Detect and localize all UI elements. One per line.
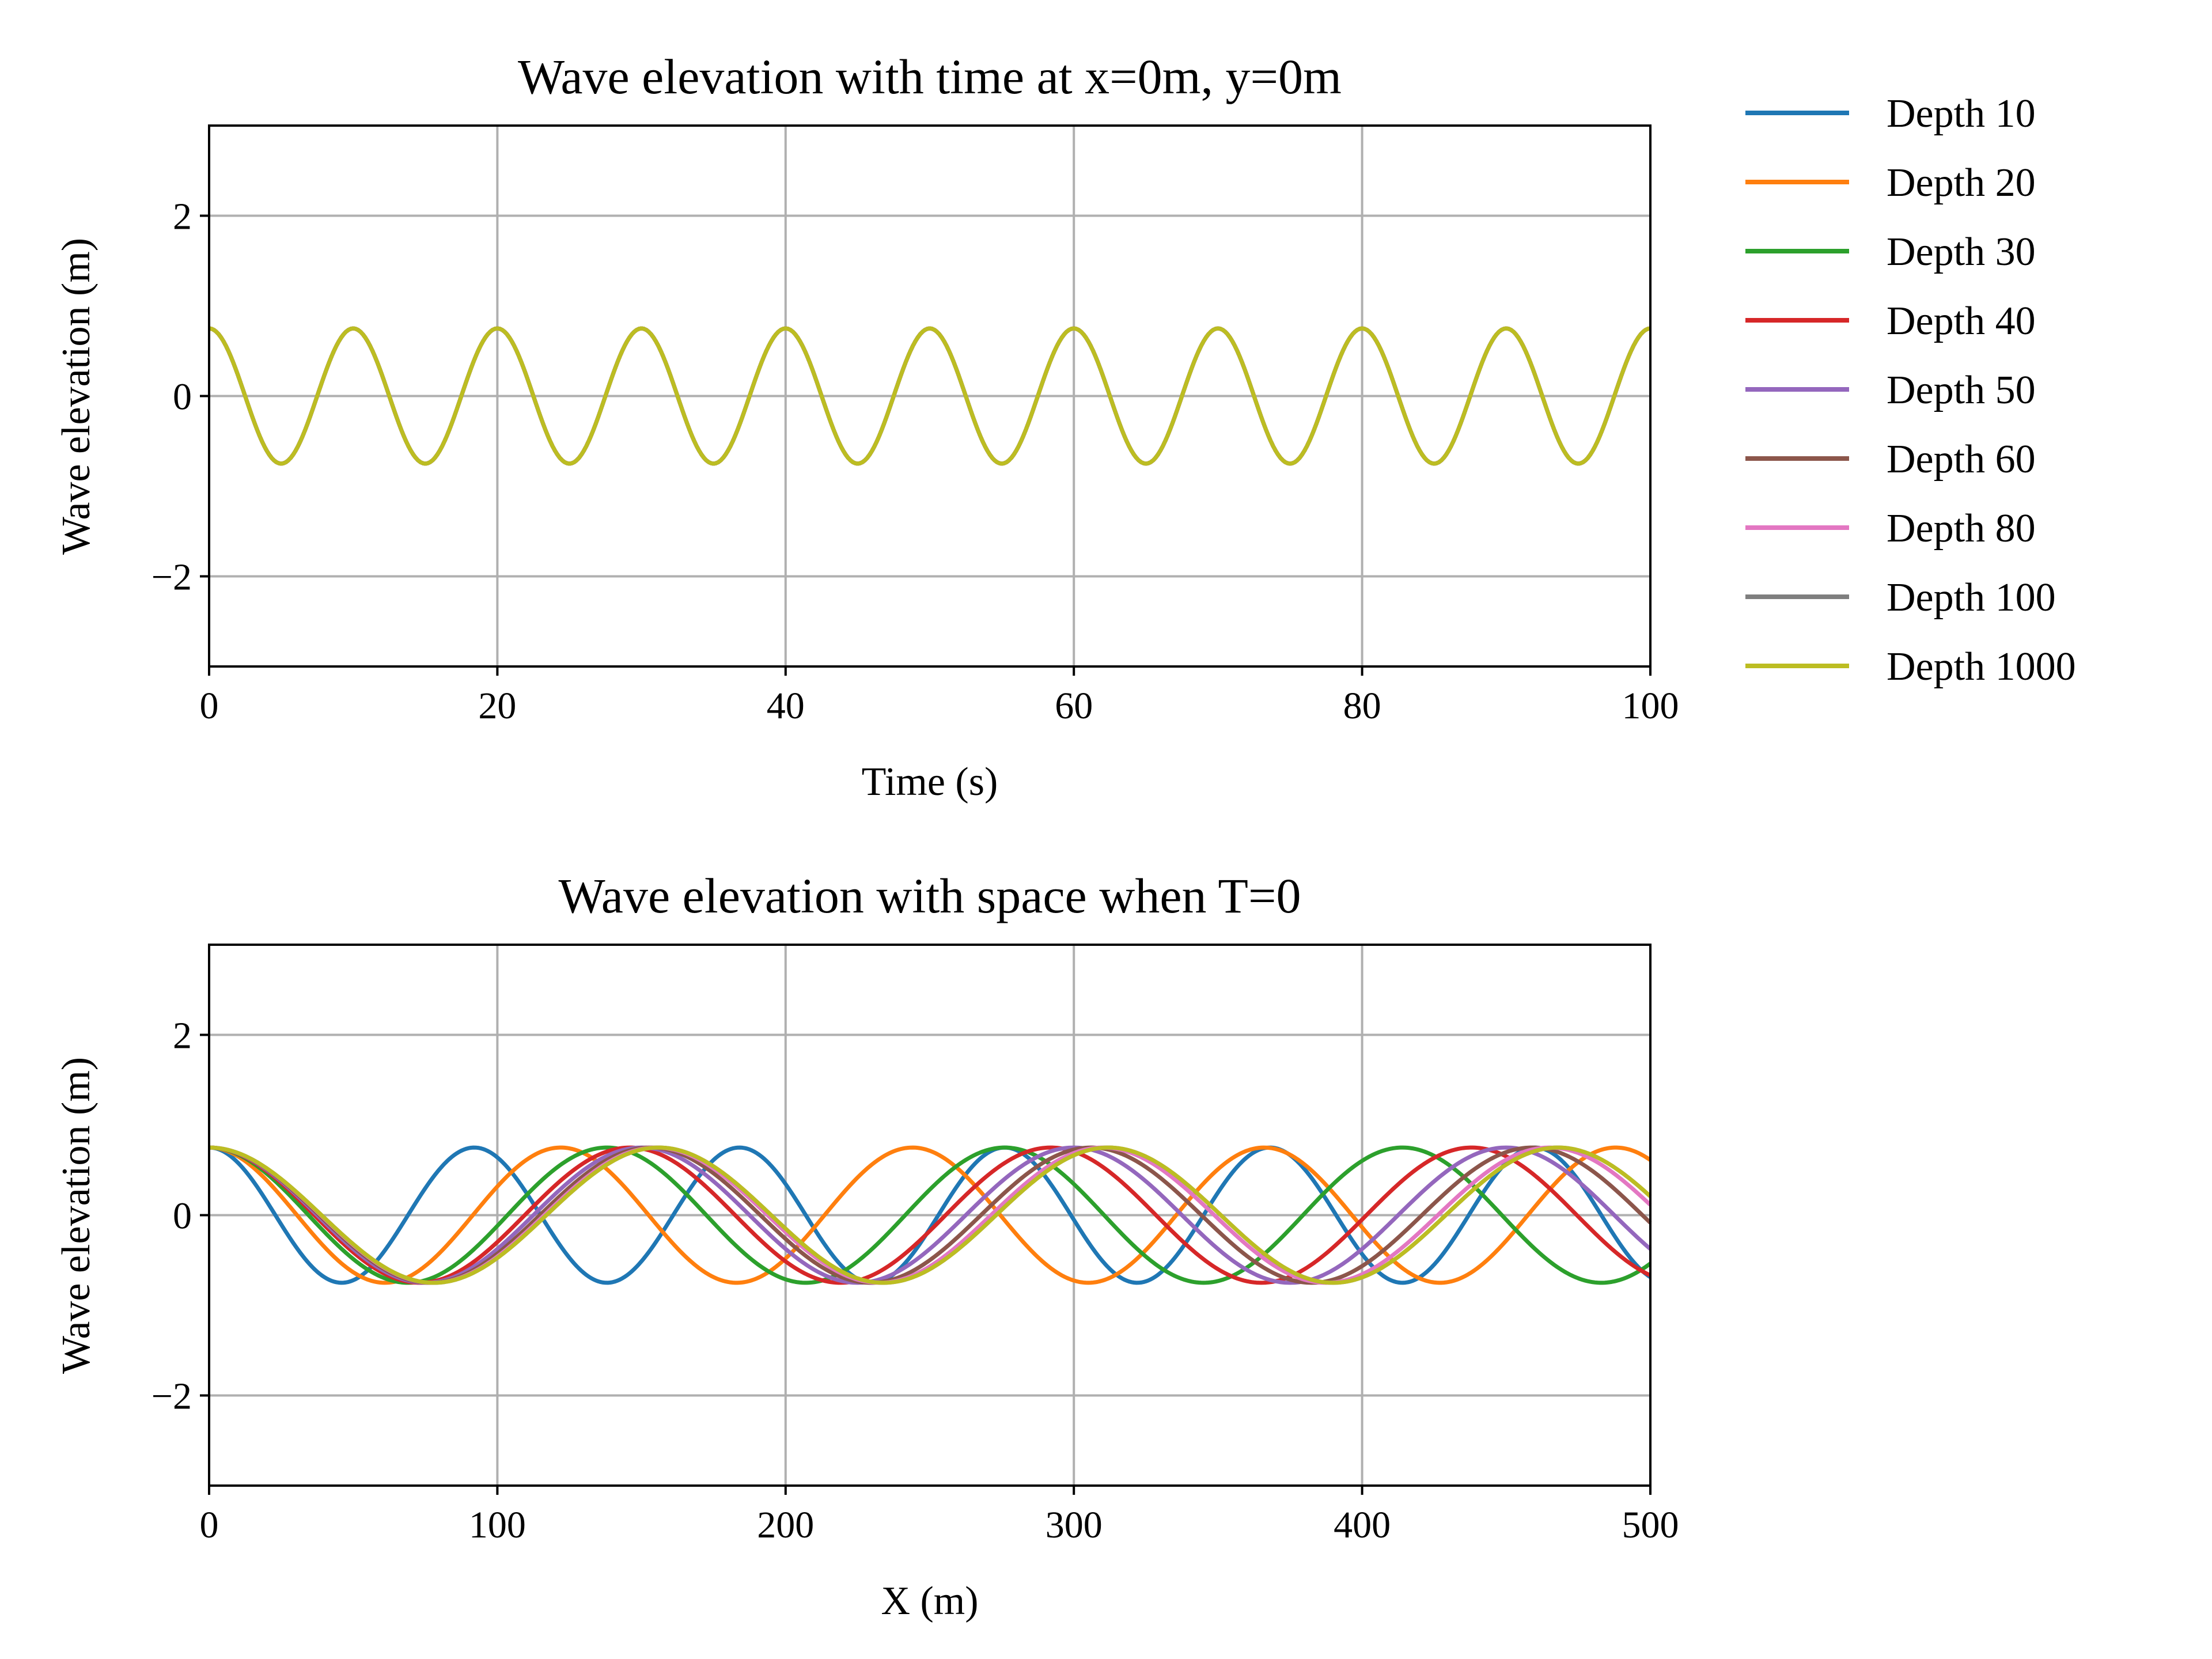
x-tick-label: 0: [200, 1504, 219, 1546]
time-series-panel: Wave elevation with time at x=0m, y=0m 0…: [54, 49, 1679, 804]
bottom-y-ticks: −2 0 2: [151, 1015, 209, 1418]
top-grid: [209, 126, 1650, 666]
x-tick-label: 60: [1055, 685, 1093, 727]
x-tick-label: 400: [1334, 1504, 1391, 1546]
top-y-axis-label: Wave elevation (m): [54, 238, 99, 555]
y-tick-label: 2: [173, 1015, 192, 1057]
legend-label: Depth 1000: [1887, 645, 2076, 689]
bottom-grid: [209, 945, 1650, 1486]
y-tick-label: 0: [173, 376, 192, 418]
top-x-axis-label: Time (s): [862, 760, 998, 804]
x-tick-label: 300: [1046, 1504, 1103, 1546]
bottom-chart-title: Wave elevation with space when T=0: [559, 868, 1301, 923]
space-series-panel: Wave elevation with space when T=0 0 100 2…: [54, 868, 1679, 1623]
y-tick-label: −2: [151, 1376, 192, 1418]
x-tick-label: 100: [469, 1504, 526, 1546]
bottom-x-axis-label: X (m): [881, 1579, 978, 1623]
series-line-depth-1000: [209, 326, 1651, 466]
x-tick-label: 500: [1622, 1504, 1679, 1546]
legend-label: Depth 50: [1887, 368, 2036, 412]
legend: Depth 10 Depth 20 Depth 30 Depth 40 Depth 50…: [1745, 92, 2076, 689]
y-tick-label: −2: [151, 556, 192, 599]
series-line-depth-1000: [209, 1145, 1652, 1285]
y-tick-label: 0: [173, 1195, 192, 1237]
legend-label: Depth 100: [1887, 575, 2056, 620]
x-tick-label: 80: [1343, 685, 1381, 727]
x-tick-label: 100: [1622, 685, 1679, 727]
legend-label: Depth 40: [1887, 299, 2036, 343]
top-chart-title: Wave elevation with time at x=0m, y=0m: [518, 49, 1342, 104]
bottom-x-ticks: 0 100 200 300 400 500: [200, 1486, 1679, 1546]
legend-label: Depth 80: [1887, 506, 2036, 551]
legend-label: Depth 60: [1887, 437, 2036, 482]
series-line-depth-40: [209, 1145, 1652, 1285]
bottom-series-lines: [209, 1145, 1652, 1285]
legend-label: Depth 20: [1887, 161, 2036, 205]
series-line-depth-30: [209, 1145, 1652, 1285]
x-tick-label: 20: [478, 685, 516, 727]
x-tick-label: 200: [757, 1504, 814, 1546]
x-tick-label: 40: [767, 685, 805, 727]
legend-label: Depth 10: [1887, 92, 2036, 136]
bottom-y-axis-label: Wave elevation (m): [54, 1057, 99, 1374]
x-tick-label: 0: [200, 685, 219, 727]
top-x-ticks: 0 20 40 60 80 100: [200, 666, 1679, 727]
top-y-ticks: −2 0 2: [151, 196, 209, 599]
legend-label: Depth 30: [1887, 230, 2036, 274]
y-tick-label: 2: [173, 196, 192, 238]
series-line-depth-20: [209, 1145, 1652, 1285]
top-series-lines: [209, 326, 1651, 466]
